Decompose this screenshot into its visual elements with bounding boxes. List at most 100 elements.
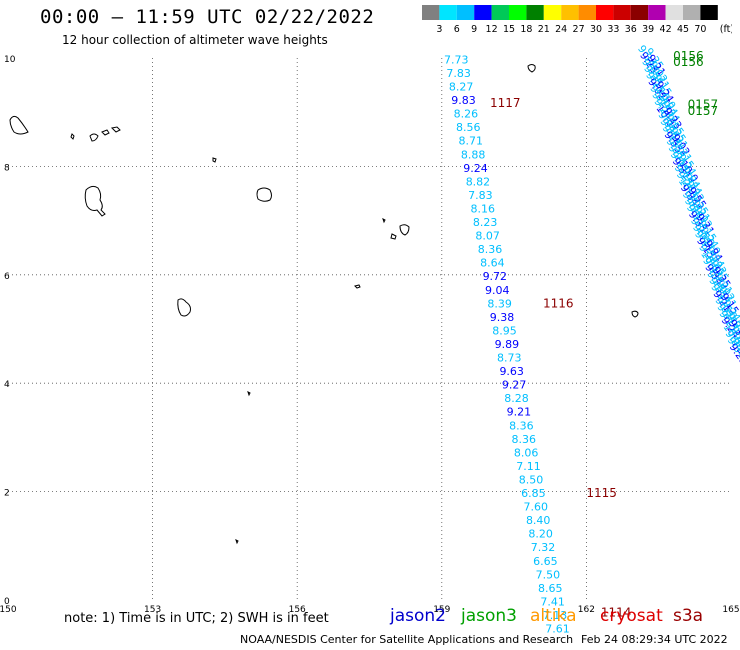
wave-height-value: 9.55 bbox=[730, 331, 740, 357]
x-tick-label: 165 bbox=[722, 605, 739, 615]
colorbar-swatch bbox=[491, 5, 509, 20]
altimeter-tracks: 7.737.838.279.838.268.568.718.889.248.82… bbox=[444, 53, 570, 635]
legend-jason3: jason3 bbox=[461, 606, 517, 626]
wave-height-value: 8.36 bbox=[509, 419, 534, 432]
island-outline bbox=[89, 126, 121, 142]
generation-timestamp: Feb 24 08:29:34 UTC 2022 bbox=[581, 633, 728, 646]
y-tick-label: 2 bbox=[4, 489, 10, 499]
y-tick-label: 6 bbox=[4, 272, 10, 282]
island-outline bbox=[70, 133, 75, 140]
wave-height-value: 8.20 bbox=[528, 528, 553, 541]
wave-height-value: 8.65 bbox=[538, 582, 563, 595]
colorbar-swatch bbox=[578, 5, 596, 20]
axis-labels: 150 153 156 159 162 165 0 2 4 6 8 10 bbox=[0, 55, 740, 615]
map-grid bbox=[8, 58, 731, 600]
colorbar-label: 21 bbox=[538, 24, 550, 35]
track-time-label: 1114 bbox=[601, 605, 632, 619]
island-outline bbox=[235, 539, 239, 545]
island-outline bbox=[212, 157, 217, 163]
colorbar-swatch bbox=[596, 5, 614, 20]
y-tick-label: 0 bbox=[4, 597, 10, 607]
legend-jason2: jason2 bbox=[390, 606, 446, 626]
colorbar-swatch bbox=[526, 5, 544, 20]
coastlines bbox=[9, 64, 639, 545]
track-time-label: 1115 bbox=[586, 486, 617, 500]
x-tick-label: 159 bbox=[433, 605, 450, 615]
wave-height-value: 8.50 bbox=[519, 473, 544, 486]
wave-height-value: 8.88 bbox=[461, 148, 486, 161]
units-note: note: 1) Time is in UTC; 2) SWH is in fe… bbox=[64, 611, 329, 626]
colorbar-swatch bbox=[700, 5, 718, 20]
island-outline bbox=[256, 187, 272, 202]
colorbar-swatch bbox=[561, 5, 579, 20]
island-outline bbox=[382, 218, 410, 240]
wave-height-value: 8.36 bbox=[478, 243, 503, 256]
legend-altika: altika bbox=[530, 606, 577, 626]
legend-s3a: s3a bbox=[673, 606, 704, 626]
colorbar-label: 24 bbox=[555, 24, 567, 35]
wave-height-value: 7.50 bbox=[536, 568, 561, 581]
colorbar-swatch bbox=[683, 5, 701, 20]
colorbar-label: 30 bbox=[590, 24, 602, 35]
wave-height-value: 7.83 bbox=[468, 189, 493, 202]
wave-height-value: 9.24 bbox=[463, 162, 488, 175]
track-time-label: 0157 bbox=[688, 97, 719, 111]
colorbar-swatch bbox=[422, 5, 440, 20]
island-outline bbox=[247, 391, 251, 397]
island-outline bbox=[354, 284, 361, 289]
wave-height-value: 8.64 bbox=[480, 257, 505, 270]
colorbar-label: 70 bbox=[694, 24, 706, 35]
colorbar-label: 15 bbox=[503, 24, 515, 35]
x-tick-label: 162 bbox=[578, 605, 595, 615]
island-outline bbox=[527, 64, 536, 73]
wave-height-value: 7.83 bbox=[446, 67, 471, 80]
colorbar-label: 6 bbox=[454, 24, 460, 35]
map-title: 00:00 – 11:59 UTC 02/22/2022 bbox=[40, 6, 375, 28]
wave-height-value: 9.04 bbox=[485, 284, 510, 297]
island-outline bbox=[9, 115, 29, 135]
wave-height-value: 8.56 bbox=[456, 121, 481, 134]
wave-height-value: 8.28 bbox=[504, 392, 529, 405]
colorbar-label: 45 bbox=[677, 24, 689, 35]
wave-height-value: 8.95 bbox=[492, 324, 517, 337]
wave-height-value: 9.21 bbox=[507, 406, 532, 419]
wave-height-value: 9.83 bbox=[451, 94, 476, 107]
wave-height-value: 7.61 bbox=[545, 623, 570, 636]
colorbar-label: 3 bbox=[436, 24, 442, 35]
wave-height-value: 8.07 bbox=[475, 230, 500, 243]
x-tick-label: 153 bbox=[144, 605, 161, 615]
colorbar-swatch bbox=[630, 5, 649, 20]
wave-height-value: 9.72 bbox=[483, 270, 508, 283]
colorbar-swatch bbox=[613, 5, 631, 20]
y-tick-label: 10 bbox=[4, 55, 16, 65]
wave-height-value: 8.39 bbox=[487, 297, 512, 310]
track-time-label: 0156 bbox=[673, 49, 704, 63]
wave-height-value: 8.40 bbox=[526, 514, 551, 527]
x-tick-label: 150 bbox=[0, 605, 17, 615]
track-time-label: 0157 bbox=[688, 104, 719, 118]
wave-height-value: 7.13 bbox=[543, 609, 568, 622]
colorbar-label: 18 bbox=[520, 24, 532, 35]
right-satellite-track: 9.349.239.559.359.219.029.319.159.2410.0… bbox=[635, 43, 740, 370]
wave-height-value: 7.73 bbox=[444, 53, 469, 66]
y-tick-label: 8 bbox=[4, 163, 10, 173]
wave-height-value: 8.16 bbox=[471, 202, 496, 215]
credit-text: NOAA/NESDIS Center for Satellite Applica… bbox=[240, 633, 574, 646]
colorbar-label: 9 bbox=[471, 24, 477, 35]
colorbar-label: 39 bbox=[642, 24, 654, 35]
colorbar-swatch bbox=[665, 5, 683, 20]
wave-height-value: 7.41 bbox=[540, 595, 565, 608]
colorbar-label: 27 bbox=[573, 24, 585, 35]
colorbar-swatch bbox=[439, 5, 457, 20]
track-time-label: 0156 bbox=[673, 55, 704, 69]
colorbar-label: 33 bbox=[607, 24, 619, 35]
track-time-label: 1117 bbox=[490, 96, 521, 110]
colorbar-swatch bbox=[543, 5, 562, 20]
legend-cryosat: cryosat bbox=[600, 606, 663, 626]
wave-height-value: 8.23 bbox=[473, 216, 498, 229]
wave-height-value: 8.73 bbox=[497, 352, 522, 365]
wave-height-value: 9.38 bbox=[490, 311, 515, 324]
wave-height-value: 8.27 bbox=[449, 81, 474, 94]
